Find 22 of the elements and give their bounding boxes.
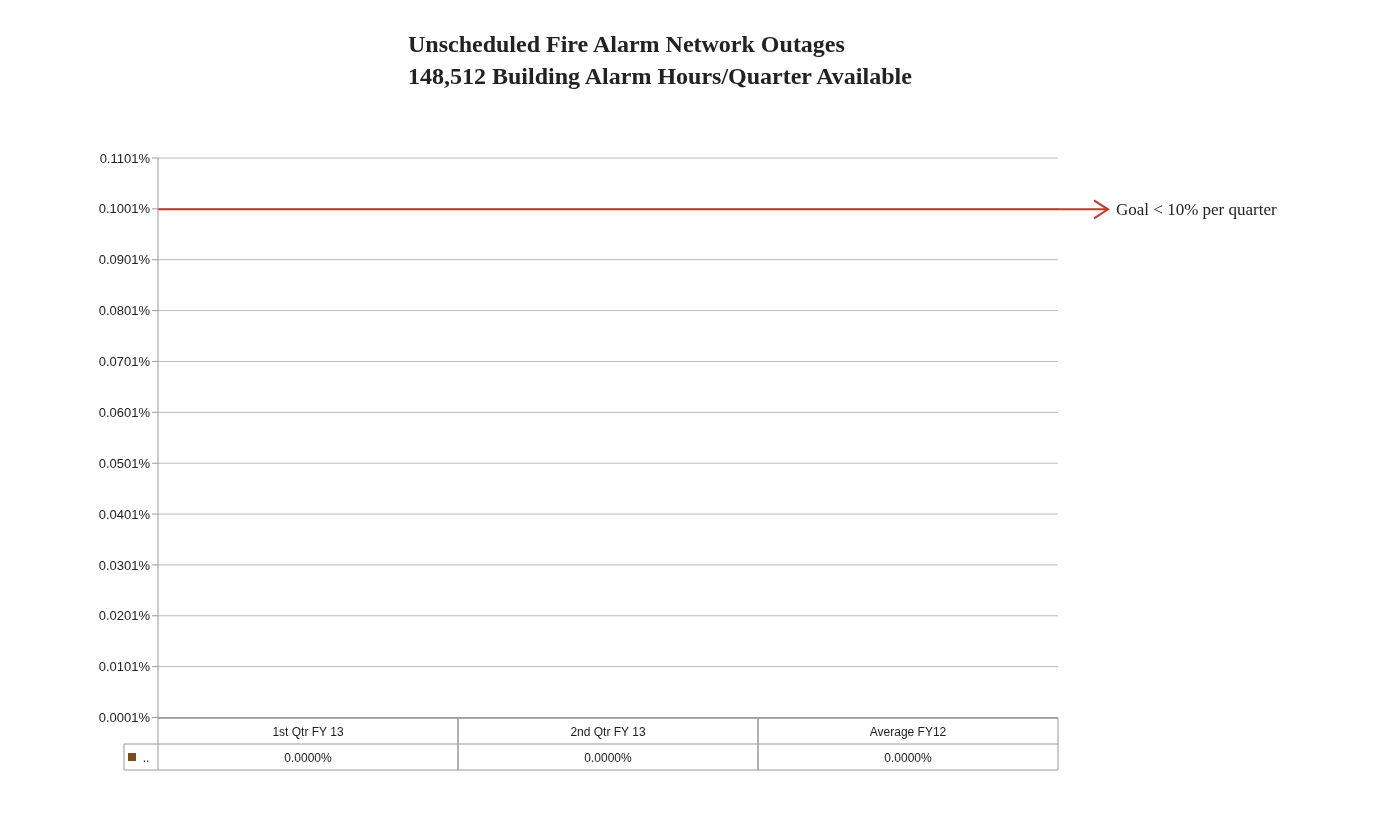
- x-tick-label: 1st Qtr FY 13: [272, 725, 344, 739]
- y-tick-label: 0.0001%: [98, 710, 151, 726]
- y-tick-label: 0.1001%: [98, 201, 151, 217]
- x-tick-label: 2nd Qtr FY 13: [570, 725, 646, 739]
- y-tick-label: 0.0701%: [98, 354, 151, 370]
- y-tick-label: 0.0801%: [98, 303, 151, 319]
- x-tick-label: Average FY12: [869, 725, 947, 739]
- data-label: 0.0000%: [584, 751, 633, 765]
- y-tick-label: 0.0401%: [98, 506, 151, 522]
- chart-title: Unscheduled Fire Alarm Network Outages: [408, 30, 846, 59]
- y-tick-label: 0.0901%: [98, 252, 151, 268]
- y-tick-label: 0.0501%: [98, 455, 151, 471]
- data-label: 0.0000%: [284, 751, 333, 765]
- ref-line-label: Goal < 10% per quarter: [1116, 200, 1277, 220]
- y-tick-label: 0.1101%: [99, 150, 151, 166]
- chart-subtitle: 148,512 Building Alarm Hours/Quarter Available: [408, 62, 912, 91]
- y-tick-label: 0.0601%: [98, 404, 151, 420]
- data-label: 0.0000%: [884, 751, 933, 765]
- y-tick-label: 0.0301%: [98, 557, 151, 573]
- y-tick-label: 0.0201%: [98, 608, 151, 624]
- y-tick-label: 0.0101%: [98, 659, 151, 675]
- legend-label: ..: [142, 751, 150, 765]
